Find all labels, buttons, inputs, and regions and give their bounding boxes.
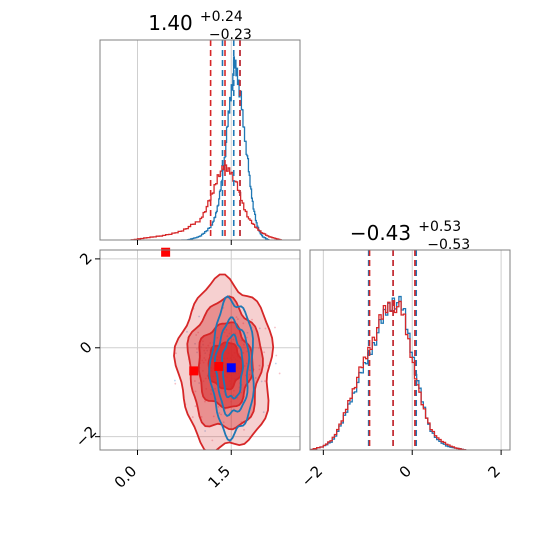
scatter-point	[175, 352, 177, 355]
joint-panel: 0.0 1.5 −2 0 2	[72, 247, 301, 492]
scatter-point	[258, 364, 261, 367]
marginal-panel-param-2: −2 0 2 −0.43 +0.53 −0.53	[298, 216, 511, 490]
quantile-lines	[209, 40, 241, 240]
x-tick-label: −2	[298, 462, 326, 490]
x-tick-label: 0	[396, 462, 415, 481]
scatter-point	[257, 347, 260, 349]
tick-marks	[137, 240, 232, 245]
scatter-point	[263, 380, 266, 382]
contour-level	[208, 295, 255, 442]
scatter-point	[263, 351, 266, 354]
axes-frame	[99, 39, 301, 241]
x-tick-label: 0.0	[111, 462, 141, 492]
scatter-point	[194, 342, 196, 345]
scatter-point	[254, 377, 257, 379]
y-tick-label: 0	[76, 338, 95, 357]
title-param-2: −0.43 +0.53 −0.53	[350, 216, 470, 253]
scatter-point	[260, 380, 263, 383]
scatter-point	[194, 380, 196, 382]
x-tick-label: 2	[484, 462, 503, 481]
histogram-series	[130, 56, 282, 240]
scatter-point	[274, 326, 276, 329]
marginal-panel-param-1: 1.40 +0.24 −0.23	[99, 6, 301, 245]
histogram-line	[130, 164, 282, 240]
scatter-point	[194, 390, 197, 393]
x-tick-label: 1.5	[204, 462, 234, 492]
scatter-point	[262, 411, 265, 414]
scatter-point	[197, 331, 200, 334]
quantile-lines	[367, 250, 418, 450]
scatter-point	[198, 315, 200, 318]
scatter-point	[191, 416, 194, 418]
histogram-line	[310, 300, 467, 450]
histogram-line	[310, 295, 467, 450]
scatter-point	[196, 351, 198, 354]
scatter-point	[174, 382, 177, 385]
marker-square	[214, 361, 224, 371]
scatter-point	[258, 327, 261, 330]
scatter-point	[211, 439, 214, 442]
scatter-point	[243, 428, 245, 431]
histogram-line	[181, 56, 270, 240]
histogram-series	[310, 295, 467, 450]
scatter-point	[222, 421, 225, 424]
scatter-point	[194, 405, 197, 408]
scatter-point	[242, 322, 245, 325]
scatter-point	[275, 354, 278, 357]
scatter-point	[218, 412, 221, 414]
markers	[161, 247, 236, 376]
scatter-point	[195, 334, 198, 336]
scatter-point	[173, 379, 176, 382]
grid	[137, 40, 232, 240]
density-contours	[173, 273, 275, 450]
marker-square	[189, 366, 199, 376]
y-tick-label: 2	[76, 249, 95, 268]
scatter-point	[274, 362, 277, 365]
scatter-point	[258, 368, 261, 371]
scatter-point	[220, 413, 222, 416]
scatter-point	[278, 372, 281, 375]
title-param-1: 1.40 +0.24 −0.23	[148, 6, 252, 43]
tick-marks: −2 0 2	[298, 450, 504, 490]
scatter-point	[217, 405, 220, 408]
scatter-point	[204, 400, 206, 403]
marker-square	[226, 363, 236, 373]
marker-square	[161, 247, 171, 257]
scatter-point	[236, 318, 239, 320]
scatter-point	[198, 382, 201, 384]
scatter-point	[200, 416, 203, 418]
axes-frame	[309, 249, 511, 451]
scatter-point	[235, 316, 238, 319]
axes-frame	[99, 249, 301, 451]
scatter-point	[251, 318, 253, 321]
grid	[322, 250, 502, 450]
scatter-point	[186, 330, 188, 333]
scatter-point	[264, 327, 267, 330]
scatter-point	[246, 331, 249, 334]
y-tick-label: −2	[72, 422, 100, 450]
scatter-point	[212, 415, 215, 418]
scatter-point	[196, 347, 198, 350]
scatter-point	[204, 430, 207, 432]
